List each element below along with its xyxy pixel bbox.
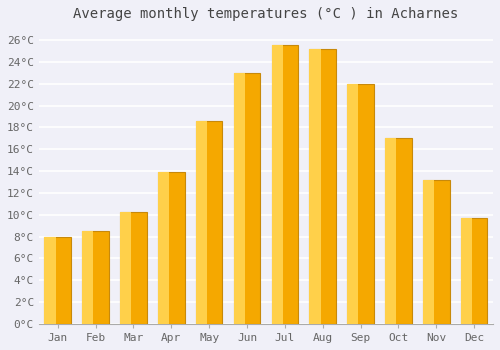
Bar: [385, 138, 396, 324]
Bar: [120, 211, 146, 324]
Bar: [196, 121, 222, 324]
Bar: [272, 46, 282, 324]
Bar: [120, 211, 132, 324]
Bar: [44, 237, 71, 324]
Bar: [44, 237, 56, 324]
Bar: [348, 84, 358, 324]
Bar: [310, 49, 320, 324]
Bar: [423, 180, 434, 324]
Bar: [310, 49, 336, 324]
Bar: [196, 121, 207, 324]
Bar: [234, 73, 260, 324]
Bar: [461, 218, 487, 324]
Bar: [385, 138, 411, 324]
Bar: [461, 218, 472, 324]
Bar: [348, 84, 374, 324]
Title: Average monthly temperatures (°C ) in Acharnes: Average monthly temperatures (°C ) in Ac…: [74, 7, 458, 21]
Bar: [82, 231, 109, 324]
Bar: [82, 231, 94, 324]
Bar: [158, 172, 169, 324]
Bar: [158, 172, 184, 324]
Bar: [423, 180, 450, 324]
Bar: [272, 46, 298, 324]
Bar: [234, 73, 245, 324]
